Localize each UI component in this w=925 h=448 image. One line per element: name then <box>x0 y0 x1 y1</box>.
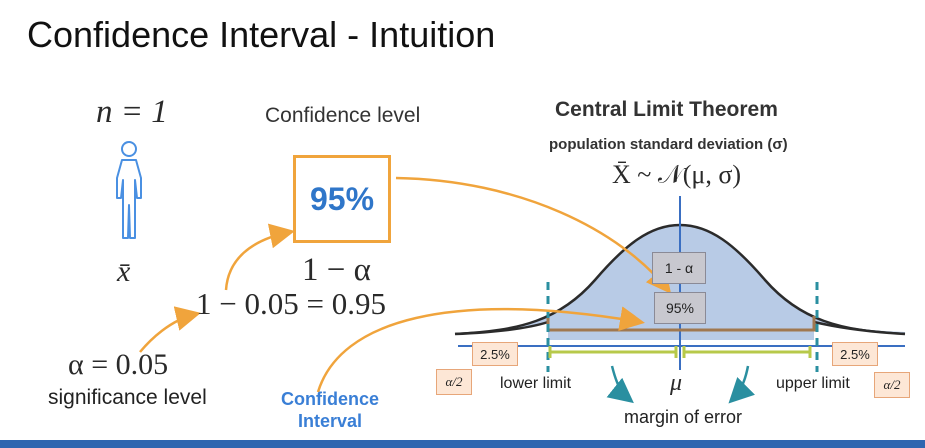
margin-bars <box>548 346 812 358</box>
center-percent-box: 95% <box>654 292 706 324</box>
clt-title: Central Limit Theorem <box>555 98 778 121</box>
right-tail-percent: 2.5% <box>832 342 878 366</box>
confidence-interval-label: Confidence Interval <box>280 389 379 431</box>
mu-symbol: μ <box>670 370 683 396</box>
upper-limit-label: upper limit <box>776 375 850 392</box>
lower-limit-label: lower limit <box>500 375 572 392</box>
arrow-alpha-to-calc <box>139 306 201 353</box>
slide-title: Confidence Interval - Intuition <box>27 14 496 55</box>
interval-bracket <box>546 316 816 332</box>
population-sd-label: population standard deviation (σ) <box>549 136 788 153</box>
arrow-ci-to-interval <box>316 306 645 393</box>
curve-right-edge <box>813 320 906 336</box>
moe-arrow-right <box>728 365 755 404</box>
bottom-bar <box>0 440 925 448</box>
confidence-value-box: 95% <box>293 155 391 243</box>
alpha-equation: α = 0.05 <box>68 348 169 381</box>
sample-mean-symbol: x̄ <box>117 255 131 288</box>
calculation: 1 − 0.05 = 0.95 <box>196 286 386 321</box>
sample-size-equation: n = 1 <box>96 94 168 130</box>
alpha-half-right: α/2 <box>874 372 910 398</box>
curve-left-edge <box>454 320 549 336</box>
one-minus-alpha: 1 − α <box>302 252 371 288</box>
significance-level-label: significance level <box>48 386 207 409</box>
left-tail-percent: 2.5% <box>472 342 518 366</box>
alpha-half-left: α/2 <box>436 369 472 395</box>
person-outline-icon <box>116 141 142 239</box>
distribution-formula: X̄ ~ 𝒩(μ, σ) <box>612 160 742 189</box>
margin-of-error-label: margin of error <box>624 407 743 427</box>
arrow-box-to-95 <box>395 176 672 294</box>
confidence-level-label: Confidence level <box>265 104 421 127</box>
one-minus-alpha-box: 1 - α <box>652 252 706 284</box>
moe-arrow-left <box>606 365 634 404</box>
arrow-calc-to-box <box>224 223 295 291</box>
